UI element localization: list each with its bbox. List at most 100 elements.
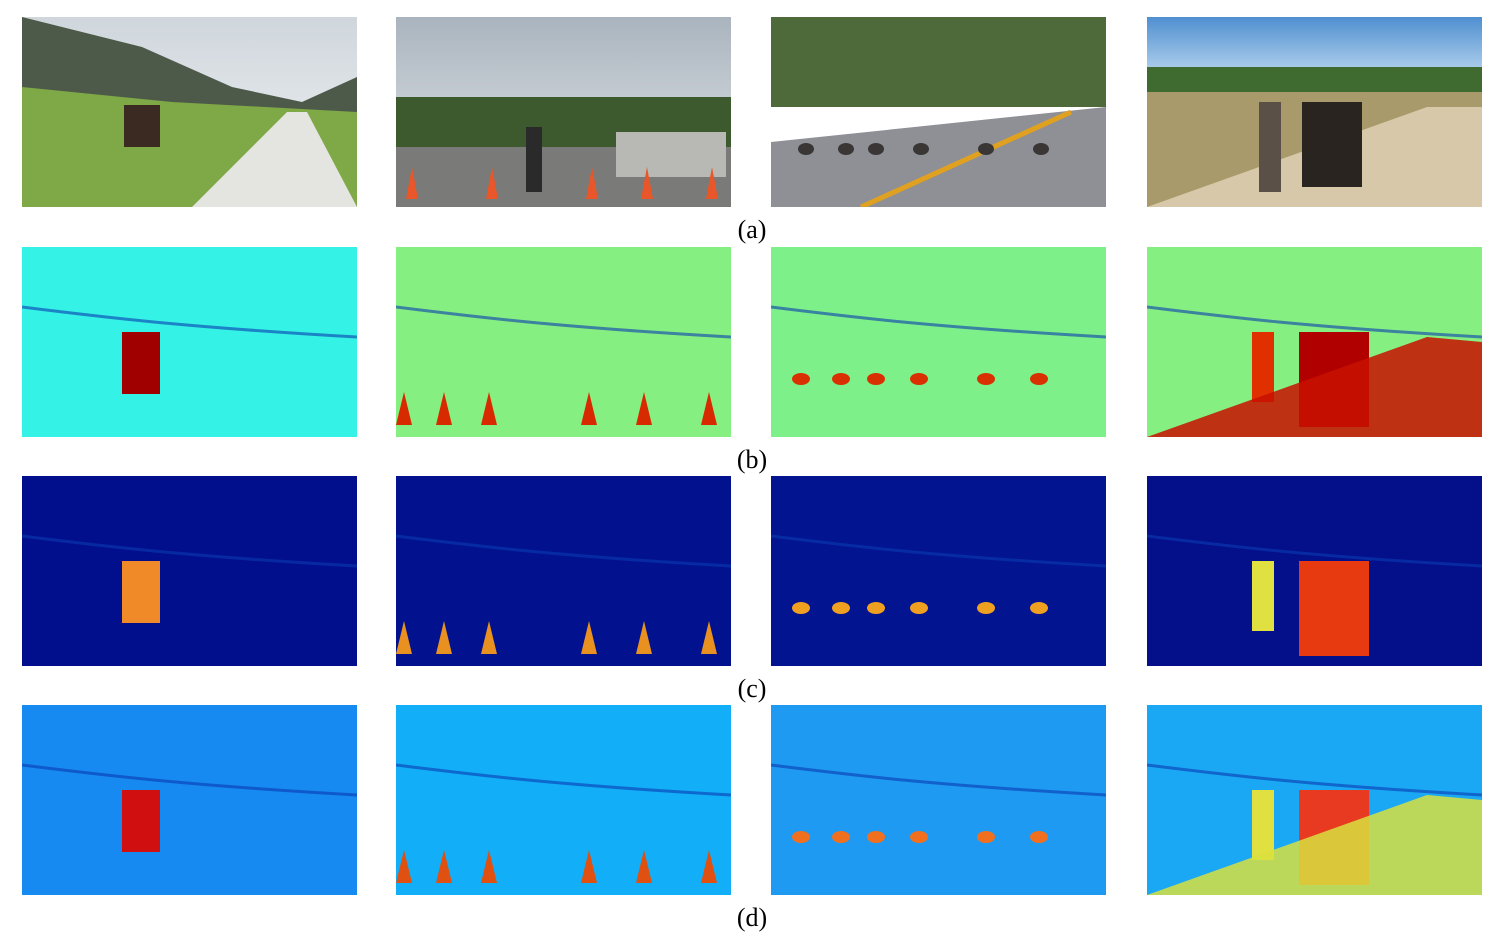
object [1252,332,1274,402]
region [1147,337,1482,437]
panel-content [1147,476,1482,666]
object [122,561,160,623]
object [436,621,452,654]
bird [1033,143,1049,155]
heatmap-bg [396,476,731,666]
panel-content [771,705,1106,895]
object [701,621,717,654]
object [910,602,928,614]
object [1299,561,1369,656]
forest [771,17,1106,107]
image-panel [22,476,357,666]
person [526,127,542,192]
panel-content [396,705,731,895]
edge [22,305,357,339]
image-panel [1147,476,1482,666]
road-line [859,109,1073,207]
heatmap-bg [22,247,357,437]
object [832,373,850,385]
object [977,602,995,614]
object [1252,790,1274,860]
object [1030,373,1048,385]
bird [978,143,994,155]
cone [486,167,498,199]
object [832,831,850,843]
image-panel [396,247,731,437]
image-panel [22,247,357,437]
row-label: (d) [737,903,767,932]
edge [396,763,731,797]
panel-content [771,476,1106,666]
panel-content [1147,247,1482,437]
heatmap-bg [771,476,1106,666]
object [396,392,412,425]
road [192,112,357,207]
bird [913,143,929,155]
road [771,107,1106,207]
horse [1302,102,1362,187]
object [636,392,652,425]
object [910,831,928,843]
object [792,373,810,385]
object [1030,831,1048,843]
object [701,850,717,883]
image-panel [22,705,357,895]
object [867,831,885,843]
row-label: (c) [738,674,767,703]
heatmap-bg [396,247,731,437]
object [910,373,928,385]
image-panel [771,705,1106,895]
cone [641,167,653,199]
object [581,850,597,883]
object [481,392,497,425]
object [1252,561,1274,631]
panel-content [1147,705,1482,895]
cow [124,105,160,147]
panel-content [396,247,731,437]
object [867,373,885,385]
object [977,831,995,843]
panel-grid [22,17,1482,895]
region [1147,795,1482,895]
bird [868,143,884,155]
bird [838,143,854,155]
panel-content [396,476,731,666]
image-panel [396,705,731,895]
cone [706,167,718,199]
object [436,850,452,883]
heatmap-bg [771,705,1106,895]
panel-content [396,17,731,207]
image-panel [1147,705,1482,895]
edge [22,534,357,568]
panel-content [22,705,357,895]
image-panel [771,247,1106,437]
object [832,602,850,614]
object [396,850,412,883]
object [977,373,995,385]
object [396,621,412,654]
object [636,850,652,883]
trees [1147,67,1482,92]
edge [771,305,1106,339]
image-panel [771,17,1106,207]
truck [616,132,726,177]
heatmap-bg [771,247,1106,437]
object [636,621,652,654]
edge [1147,534,1482,568]
object [581,621,597,654]
edge [1147,305,1482,339]
image-panel [22,17,357,207]
object [581,392,597,425]
image-panel [1147,17,1482,207]
cone [406,167,418,199]
panel-content [1147,17,1482,207]
edge [771,763,1106,797]
edge [396,305,731,339]
panel-content [22,17,357,207]
panel-content [22,476,357,666]
object [436,392,452,425]
object [867,602,885,614]
object [792,602,810,614]
person [1259,102,1281,192]
